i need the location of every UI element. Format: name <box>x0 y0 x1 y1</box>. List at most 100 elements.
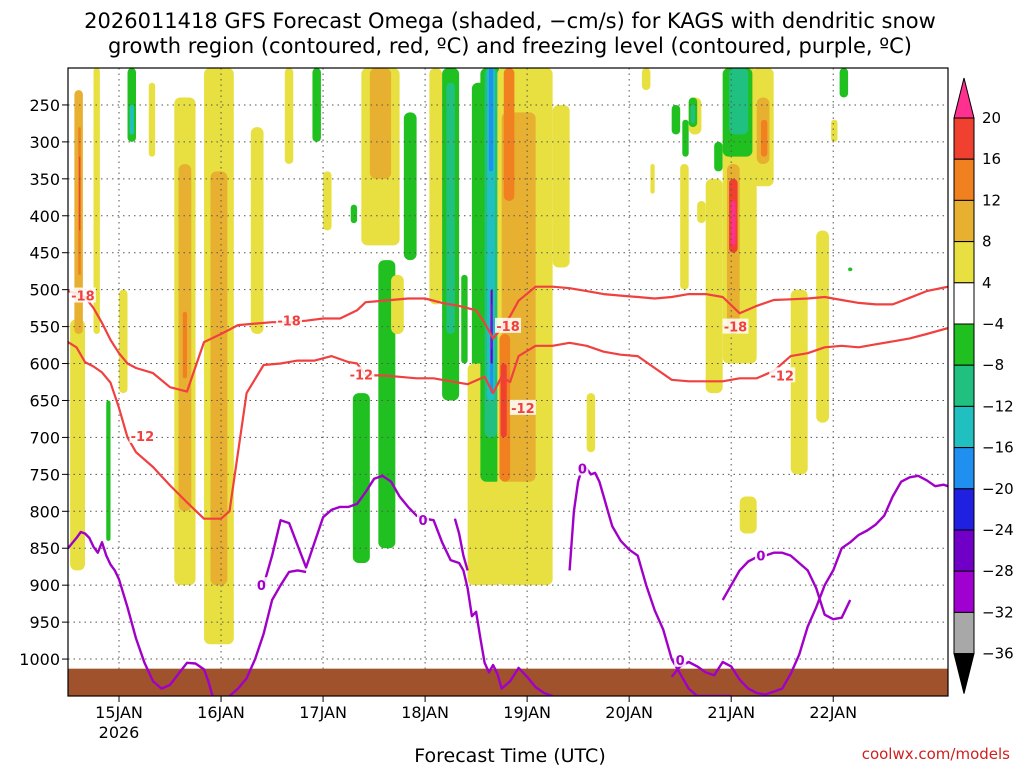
colorbar-bin <box>953 77 975 119</box>
colorbar-bin <box>953 611 975 655</box>
freezing-level-label: 0 <box>578 462 587 477</box>
freezing-level-label: 0 <box>756 550 765 565</box>
omega-region <box>119 289 128 394</box>
contour-label-bg <box>348 366 375 382</box>
omega-region <box>350 204 358 224</box>
colorbar-label: −28 <box>982 562 1014 580</box>
omega-region <box>129 104 134 135</box>
omega-region <box>839 68 849 98</box>
colorbar-bin <box>953 323 975 366</box>
omega-region <box>552 104 570 268</box>
colorbar-bin <box>953 282 975 325</box>
colorbar-bin <box>953 158 975 201</box>
contour-label-bg <box>722 318 749 334</box>
omega-region <box>671 104 681 135</box>
omega-region <box>831 119 838 142</box>
x-axis-label: Forecast Time (UTC) <box>414 745 605 767</box>
colorbar: 20 16 12 8 4 −4 −8 −12 −16 −20 −24 −28 −32 −36 <box>953 77 1014 694</box>
y-tick-label: 900 <box>29 576 60 595</box>
freezing-level-line <box>670 474 948 696</box>
contour-label: -12 <box>350 369 374 384</box>
contour-label-bg <box>129 427 156 443</box>
y-tick-label: 800 <box>29 502 60 521</box>
omega-region <box>586 393 596 453</box>
colorbar-label: −12 <box>982 397 1014 415</box>
x-tick-label: 15JAN <box>95 703 143 722</box>
x-tick-sublabel: 2026 <box>99 723 140 742</box>
colorbar-bin <box>953 364 975 407</box>
freezing-level-line <box>68 530 214 696</box>
y-tick-label: 600 <box>29 355 60 374</box>
y-tick-label: 850 <box>29 539 60 558</box>
x-tick-label: 21JAN <box>707 703 755 722</box>
y-tick-label: 700 <box>29 428 60 447</box>
chart-title: 2026011418 GFS Forecast Omega (shaded, −… <box>84 9 936 58</box>
contour-label: -18 <box>277 315 301 330</box>
omega-region <box>106 400 111 541</box>
y-tick-label: 1000 <box>19 650 60 669</box>
colorbar-bin <box>953 653 975 694</box>
colorbar-bin <box>953 570 975 613</box>
freezing-label-bg <box>416 512 429 528</box>
omega-region <box>429 68 443 305</box>
omega-region <box>705 178 723 394</box>
contour-label: -12 <box>770 369 794 384</box>
contour-label: -18 <box>71 290 95 305</box>
credit-link[interactable]: coolwx.com/models <box>862 745 1010 763</box>
omega-region <box>714 141 723 172</box>
x-tick-label: 17JAN <box>299 703 347 722</box>
colorbar-label: −20 <box>982 480 1014 498</box>
omega-region <box>503 68 515 201</box>
colorbar-label: −32 <box>982 603 1014 621</box>
omega-region <box>729 68 749 135</box>
y-tick-label: 950 <box>29 613 60 632</box>
title-line-2: growth region (contoured, red, ºC) and f… <box>108 34 912 58</box>
x-tick-label: 16JAN <box>197 703 245 722</box>
colorbar-label: −16 <box>982 439 1014 457</box>
freezing-level-label: 0 <box>257 579 266 594</box>
y-tick-label: 550 <box>29 318 60 337</box>
omega-region <box>210 171 228 586</box>
title-line-1: 2026011418 GFS Forecast Omega (shaded, −… <box>84 9 936 33</box>
isotherm-minus18-line <box>68 285 948 393</box>
freezing-level-line <box>453 518 469 571</box>
contour-label: -12 <box>131 430 155 445</box>
y-tick-label: 400 <box>29 207 60 226</box>
omega-region <box>731 200 736 246</box>
omega-region <box>790 289 808 475</box>
contour-label-bg <box>495 317 521 333</box>
contour-label: -18 <box>724 321 748 336</box>
omega-region <box>848 267 853 272</box>
omega-region <box>369 68 392 179</box>
y-tick-label: 300 <box>29 133 60 152</box>
freezing-label-bg <box>754 547 767 563</box>
omega-region <box>182 311 188 379</box>
x-tick-label: 20JAN <box>605 703 653 722</box>
y-tick-label: 650 <box>29 391 60 410</box>
freezing-level-line <box>262 474 553 696</box>
freezing-level-line <box>721 551 852 621</box>
omega-region <box>760 119 768 157</box>
colorbar-label: 16 <box>982 150 1001 168</box>
omega-region <box>739 496 757 534</box>
contour-label: -18 <box>496 320 520 335</box>
omega-region <box>391 274 404 334</box>
omega-region <box>461 274 468 364</box>
x-tick-label: 22JAN <box>809 703 857 722</box>
omega-region <box>650 164 655 194</box>
freezing-level-label: 0 <box>676 654 685 669</box>
colorbar-label: −24 <box>982 521 1014 539</box>
omega-region <box>284 68 294 165</box>
contour-label: -12 <box>511 402 535 417</box>
omega-region <box>446 82 455 334</box>
omega-region <box>488 68 494 172</box>
contour-label-bg <box>276 312 303 328</box>
x-tick-label: 19JAN <box>503 703 551 722</box>
freezing-label-bg <box>255 577 268 593</box>
colorbar-label: 20 <box>982 109 1001 127</box>
colorbar-label: 4 <box>982 274 992 292</box>
freezing-label-bg <box>674 651 687 667</box>
y-axis: 250 300 350 400 450 500 550 600 650 700 750 800 850 9… <box>19 96 68 669</box>
